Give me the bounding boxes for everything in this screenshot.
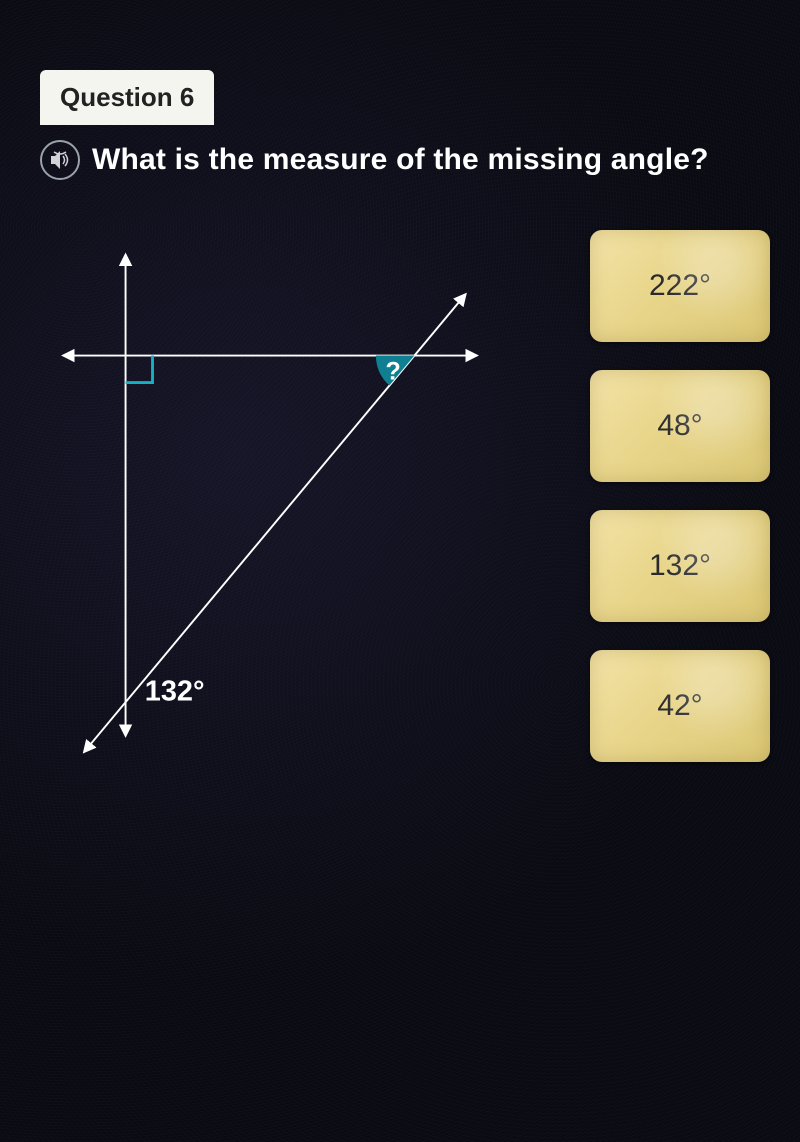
- answer-option-222[interactable]: 222°: [590, 230, 770, 342]
- answer-label: 222°: [649, 269, 711, 303]
- hypotenuse-line: [87, 298, 463, 749]
- speaker-icon[interactable]: [40, 140, 80, 180]
- answer-option-42[interactable]: 42°: [590, 650, 770, 762]
- question-prompt: What is the measure of the missing angle…: [92, 143, 709, 177]
- prompt-row: What is the measure of the missing angle…: [40, 140, 780, 180]
- question-tab: Question 6: [40, 70, 214, 125]
- answer-list: 222° 48° 132° 42°: [590, 230, 770, 762]
- right-angle-marker: [126, 356, 153, 383]
- answer-option-48[interactable]: 48°: [590, 370, 770, 482]
- answer-label: 132°: [649, 549, 711, 583]
- answer-label: 48°: [657, 409, 702, 443]
- answer-label: 42°: [657, 689, 702, 723]
- answer-option-132[interactable]: 132°: [590, 510, 770, 622]
- unknown-angle-label: ?: [386, 358, 401, 386]
- angle-diagram: ? 132°: [40, 240, 500, 760]
- given-angle-label: 132°: [145, 675, 205, 707]
